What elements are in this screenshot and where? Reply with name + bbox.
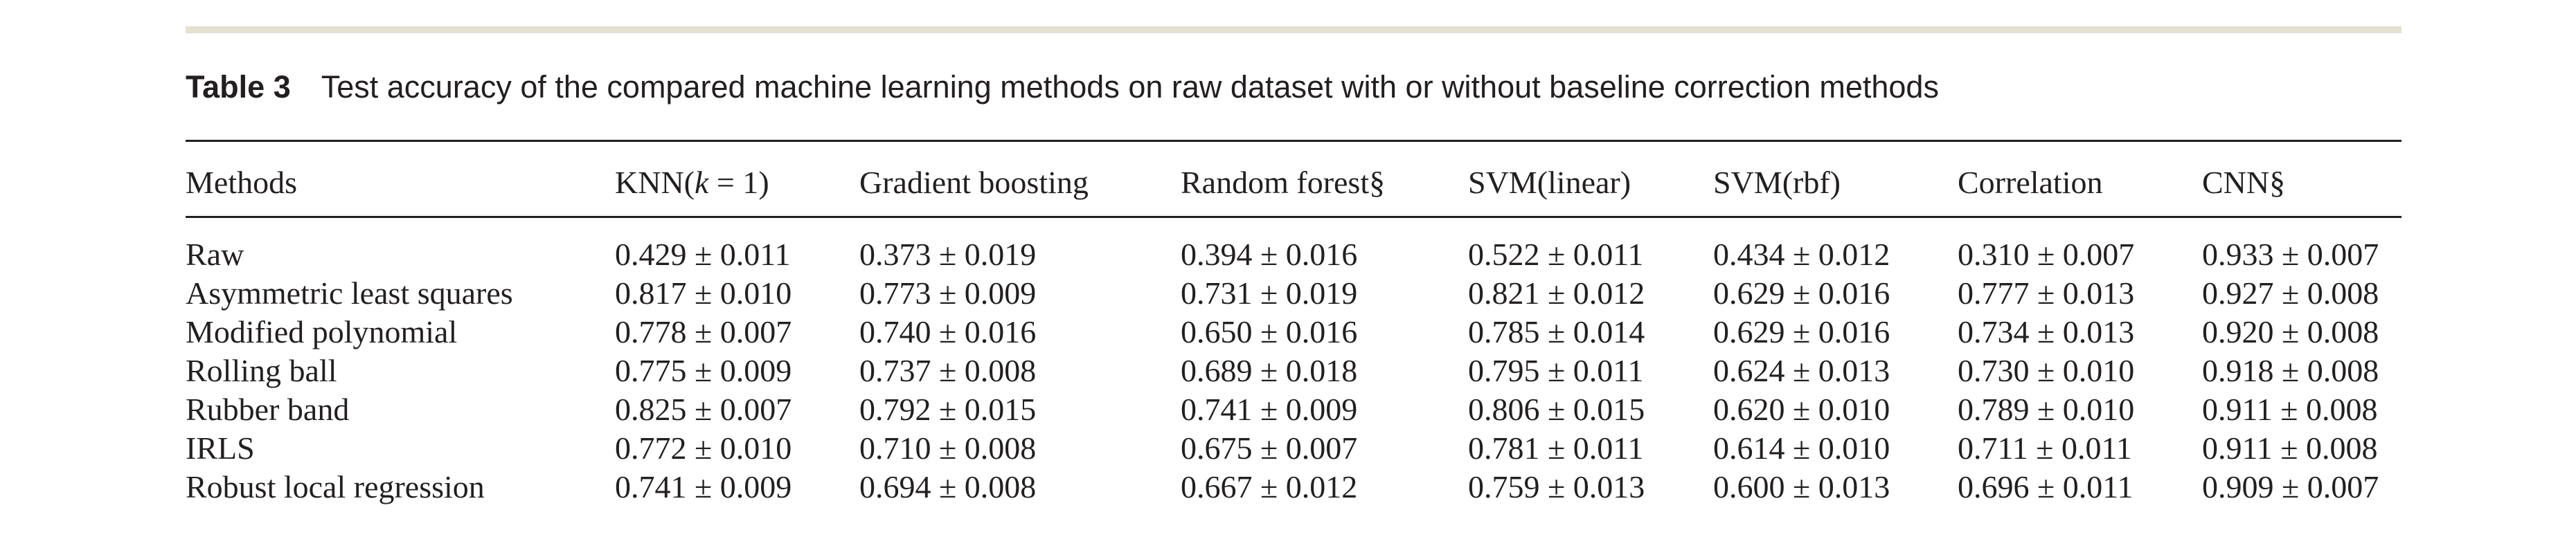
cell-svm-linear: 0.795 ± 0.011 bbox=[1468, 353, 1644, 388]
cell-svm-rbf: 0.614 ± 0.010 bbox=[1713, 430, 1890, 466]
cell-knn: 0.429 ± 0.011 bbox=[615, 237, 791, 272]
table-caption: Table 3 Test accuracy of the compared mac… bbox=[186, 66, 1939, 108]
header-cnn: CNN§ bbox=[2202, 165, 2286, 200]
cell-knn: 0.741 ± 0.009 bbox=[615, 469, 792, 504]
cell-cnn: 0.911 ± 0.008 bbox=[2202, 392, 2378, 427]
header-bottom-rule bbox=[186, 216, 2401, 218]
table-caption-text: Test accuracy of the compared machine le… bbox=[321, 69, 1939, 104]
row-method-name: Modified polynomial bbox=[186, 314, 458, 349]
cell-correlation: 0.696 ± 0.011 bbox=[1958, 469, 2134, 504]
cell-svm-rbf: 0.629 ± 0.016 bbox=[1713, 314, 1890, 349]
cell-gradient-boosting: 0.773 ± 0.009 bbox=[859, 275, 1037, 311]
row-method-name: Rolling ball bbox=[186, 353, 337, 388]
cell-correlation: 0.777 ± 0.013 bbox=[1958, 275, 2135, 311]
cell-gradient-boosting: 0.373 ± 0.019 bbox=[859, 237, 1037, 272]
row-method-name: Rubber band bbox=[186, 392, 350, 427]
cell-correlation: 0.789 ± 0.010 bbox=[1958, 392, 2135, 427]
header-svm-rbf: SVM(rbf) bbox=[1713, 165, 1841, 200]
header-gradient-boosting: Gradient boosting bbox=[859, 165, 1089, 200]
cell-cnn: 0.927 ± 0.008 bbox=[2202, 275, 2379, 311]
cell-knn: 0.817 ± 0.010 bbox=[615, 275, 792, 311]
cell-correlation: 0.734 ± 0.013 bbox=[1958, 314, 2135, 349]
cell-svm-linear: 0.759 ± 0.013 bbox=[1468, 469, 1645, 504]
cell-knn: 0.825 ± 0.007 bbox=[615, 392, 792, 427]
cell-random-forest: 0.689 ± 0.018 bbox=[1181, 353, 1358, 388]
row-method-name: Asymmetric least squares bbox=[186, 275, 513, 311]
cell-random-forest: 0.741 ± 0.009 bbox=[1181, 392, 1358, 427]
header-knn-variable: k bbox=[694, 165, 709, 200]
cell-gradient-boosting: 0.792 ± 0.015 bbox=[859, 392, 1037, 427]
cell-gradient-boosting: 0.737 ± 0.008 bbox=[859, 353, 1037, 388]
cell-random-forest: 0.650 ± 0.016 bbox=[1181, 314, 1358, 349]
row-method-name: IRLS bbox=[186, 430, 255, 466]
cell-svm-rbf: 0.629 ± 0.016 bbox=[1713, 275, 1890, 311]
cell-cnn: 0.933 ± 0.007 bbox=[2202, 237, 2379, 272]
cell-random-forest: 0.394 ± 0.016 bbox=[1181, 237, 1358, 272]
cell-knn: 0.778 ± 0.007 bbox=[615, 314, 792, 349]
cell-cnn: 0.918 ± 0.008 bbox=[2202, 353, 2379, 388]
cell-knn: 0.772 ± 0.010 bbox=[615, 430, 792, 466]
row-method-name: Raw bbox=[186, 237, 244, 272]
top-decorative-rule bbox=[186, 26, 2401, 33]
cell-correlation: 0.730 ± 0.010 bbox=[1958, 353, 2135, 388]
header-methods: Methods bbox=[186, 165, 297, 200]
cell-cnn: 0.911 ± 0.008 bbox=[2202, 430, 2378, 466]
cell-random-forest: 0.675 ± 0.007 bbox=[1181, 430, 1358, 466]
cell-svm-linear: 0.785 ± 0.014 bbox=[1468, 314, 1645, 349]
cell-knn: 0.775 ± 0.009 bbox=[615, 353, 792, 388]
cell-svm-rbf: 0.600 ± 0.013 bbox=[1713, 469, 1890, 504]
cell-gradient-boosting: 0.694 ± 0.008 bbox=[859, 469, 1037, 504]
cell-svm-linear: 0.806 ± 0.015 bbox=[1468, 392, 1645, 427]
cell-svm-rbf: 0.620 ± 0.010 bbox=[1713, 392, 1890, 427]
cell-cnn: 0.920 ± 0.008 bbox=[2202, 314, 2379, 349]
table-label: Table 3 bbox=[186, 69, 291, 104]
cell-svm-linear: 0.821 ± 0.012 bbox=[1468, 275, 1645, 311]
cell-correlation: 0.310 ± 0.007 bbox=[1958, 237, 2135, 272]
cell-svm-rbf: 0.624 ± 0.013 bbox=[1713, 353, 1890, 388]
header-knn: KNN(k = 1) bbox=[615, 163, 769, 202]
cell-svm-linear: 0.522 ± 0.011 bbox=[1468, 237, 1644, 272]
cell-gradient-boosting: 0.740 ± 0.016 bbox=[859, 314, 1037, 349]
header-knn-prefix: KNN( bbox=[615, 165, 695, 200]
row-method-name: Robust local regression bbox=[186, 469, 485, 504]
header-correlation: Correlation bbox=[1958, 165, 2103, 200]
header-svm-linear: SVM(linear) bbox=[1468, 165, 1631, 200]
cell-gradient-boosting: 0.710 ± 0.008 bbox=[859, 430, 1037, 466]
cell-svm-linear: 0.781 ± 0.011 bbox=[1468, 430, 1644, 466]
cell-correlation: 0.711 ± 0.011 bbox=[1958, 430, 2132, 466]
header-top-rule bbox=[186, 140, 2401, 142]
cell-cnn: 0.909 ± 0.007 bbox=[2202, 469, 2379, 504]
cell-random-forest: 0.731 ± 0.019 bbox=[1181, 275, 1358, 311]
cell-svm-rbf: 0.434 ± 0.012 bbox=[1713, 237, 1890, 272]
cell-random-forest: 0.667 ± 0.012 bbox=[1181, 469, 1358, 504]
header-knn-suffix: = 1) bbox=[708, 165, 769, 200]
header-random-forest: Random forest§ bbox=[1181, 165, 1386, 200]
